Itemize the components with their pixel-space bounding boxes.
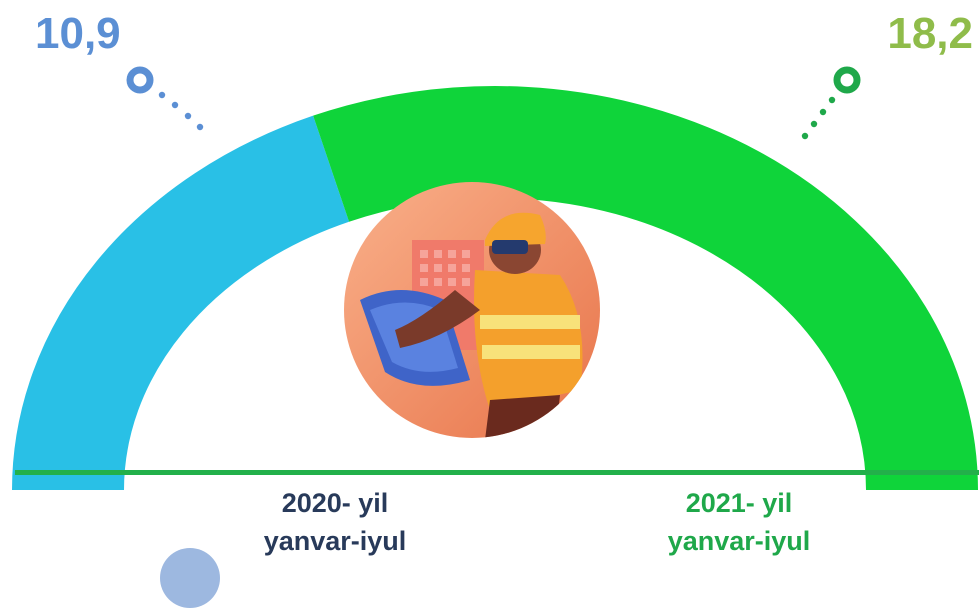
marker-right bbox=[801, 66, 861, 140]
category-2021-line1: 2021- yil bbox=[685, 488, 793, 518]
gauge-segment-2020 bbox=[12, 115, 350, 491]
category-2020-line1: 2020- yil bbox=[281, 488, 389, 518]
decorative-circle bbox=[160, 548, 220, 608]
gauge-segment-2021 bbox=[313, 86, 978, 491]
category-label-2021: 2021- yil yanvar-iyul bbox=[619, 484, 859, 560]
category-2020-line2: yanvar-iyul bbox=[263, 526, 407, 556]
gauge-chart bbox=[12, 66, 978, 491]
category-label-2020: 2020- yil yanvar-iyul bbox=[215, 484, 455, 560]
baseline bbox=[15, 470, 979, 475]
value-label-2020: 10,9 bbox=[35, 9, 121, 58]
construction-worker-icon bbox=[344, 182, 600, 438]
category-2021-line2: yanvar-iyul bbox=[667, 526, 811, 556]
marker-left bbox=[126, 66, 204, 131]
value-label-2021: 18,2 bbox=[887, 9, 973, 58]
